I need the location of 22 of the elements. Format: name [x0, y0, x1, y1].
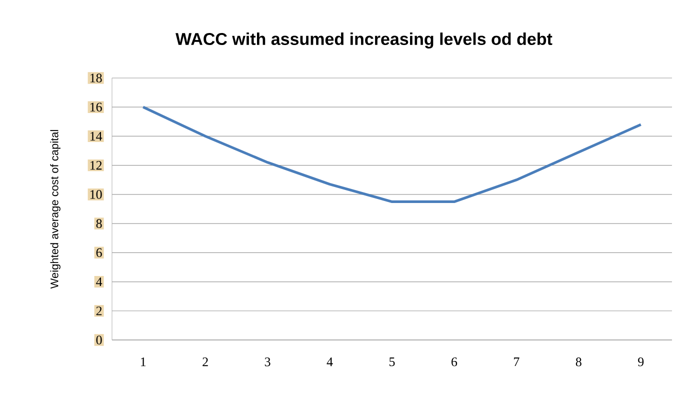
y-axis-title: Weighted average cost of capital	[50, 130, 60, 289]
y-tick-label: 4	[96, 277, 102, 286]
x-tick-label: 4	[326, 358, 333, 366]
y-tick-label: 14	[90, 132, 102, 141]
y-tick-label: 2	[96, 306, 102, 316]
chart-title: WACC with assumed increasing levels od debt	[176, 32, 552, 48]
y-tick-label: 8	[96, 219, 102, 228]
x-tick-label: 3	[264, 358, 270, 366]
x-tick-label: 1	[141, 358, 146, 366]
y-tick-label: 16	[90, 102, 102, 112]
x-tick-label: 2	[202, 358, 208, 366]
line-series	[142, 106, 642, 204]
y-tick-label: 18	[90, 74, 102, 82]
x-tick-label: 7	[514, 358, 520, 366]
y-tick-label: 0	[96, 336, 102, 344]
x-tick-label: 9	[638, 358, 644, 366]
x-tick-label: 5	[389, 358, 395, 366]
y-tick-label: 6	[96, 248, 102, 258]
x-tick-label: 8	[576, 358, 582, 366]
y-tick-label: 10	[90, 190, 102, 199]
x-tick-label: 6	[452, 358, 458, 366]
y-tick-label: 12	[90, 161, 102, 170]
